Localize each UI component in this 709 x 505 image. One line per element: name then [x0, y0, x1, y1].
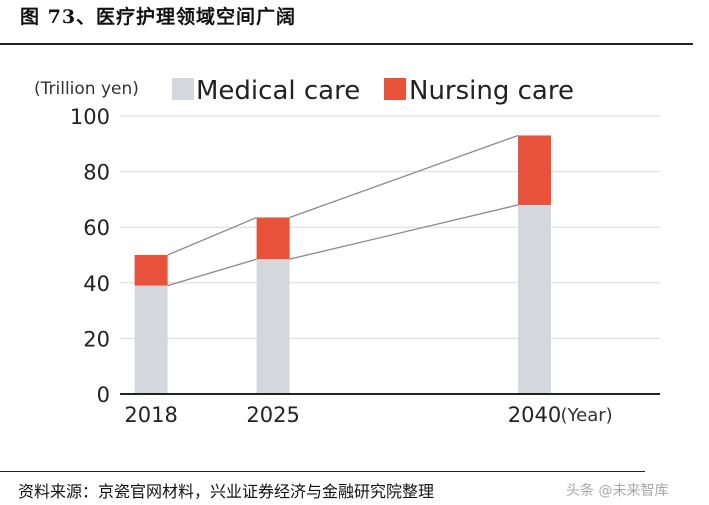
bar-medical-care-2018 — [134, 285, 168, 394]
bar-nursing-care-2040 — [518, 135, 552, 205]
legend-label-nursing-care: Nursing care — [409, 76, 574, 106]
bar-nursing-care-2018 — [134, 255, 168, 286]
x-unit-label: (Year) — [561, 405, 613, 426]
watermark: 头条 @未来智库 — [566, 483, 669, 499]
connector-nursing-care-1 — [289, 134, 519, 219]
y-tick-label-100: 100 — [70, 105, 110, 129]
title-rule — [0, 43, 693, 45]
x-axis-ticks: 2018 2025 2040 (Year) — [124, 403, 612, 427]
y-tick-label-20: 20 — [83, 327, 110, 351]
y-tick-label-0: 0 — [97, 383, 110, 407]
x-tick-label-2018: 2018 — [124, 403, 177, 427]
connector-medical-care-1 — [289, 204, 519, 260]
bar-nursing-care-2025 — [256, 217, 290, 260]
y-unit-label: (Trillion yen) — [34, 79, 139, 99]
legend: Medical care Nursing care — [172, 76, 574, 106]
connector-nursing-care-0 — [167, 216, 257, 256]
y-tick-label-40: 40 — [83, 272, 110, 296]
connector-lines — [167, 134, 519, 287]
legend-label-medical-care: Medical care — [196, 76, 360, 106]
y-tick-label-80: 80 — [83, 161, 110, 185]
x-tick-label-2025: 2025 — [246, 403, 299, 427]
bars — [134, 135, 552, 394]
bar-medical-care-2040 — [518, 204, 552, 394]
bar-medical-care-2025 — [256, 259, 290, 394]
figure-title: 图 73、医疗护理领域空间广阔 — [20, 6, 297, 28]
connector-medical-care-0 — [167, 258, 257, 287]
legend-swatch-nursing-care — [384, 78, 406, 100]
source-rule — [0, 471, 645, 472]
legend-swatch-medical-care — [172, 78, 194, 100]
y-axis-ticks: 0 20 40 60 80 100 — [70, 105, 110, 407]
x-tick-label-2040: 2040 — [508, 403, 561, 427]
y-tick-label-60: 60 — [83, 216, 110, 240]
gridlines — [120, 115, 660, 339]
source-note: 资料来源：京瓷官网材料，兴业证券经济与金融研究院整理 — [18, 482, 435, 501]
